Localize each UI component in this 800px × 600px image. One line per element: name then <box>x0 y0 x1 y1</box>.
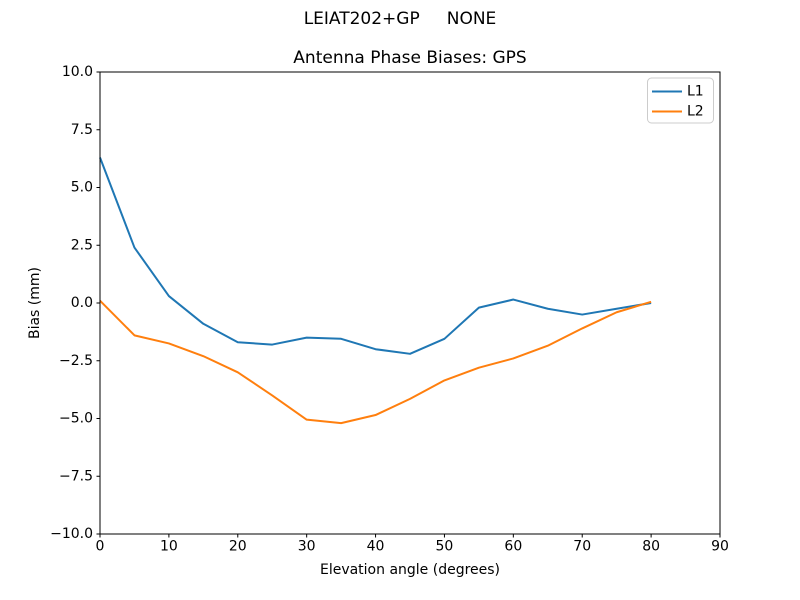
y-tick-label: 10.0 <box>62 64 93 80</box>
axes-frame <box>99 71 721 535</box>
legend-label: L1 <box>687 84 704 100</box>
y-axis: −10.0 −7.5 −5.0 −2.5 0.0 2.5 5.0 7.5 10.0 <box>50 64 100 542</box>
x-tick-label: 50 <box>436 539 454 555</box>
x-tick-label: 30 <box>298 539 316 555</box>
axes-title: Antenna Phase Biases: GPS <box>293 48 527 68</box>
y-tick-label: −7.5 <box>59 468 93 484</box>
x-tick-label: 70 <box>573 539 591 555</box>
figure-suptitle: LEIAT202+GP NONE <box>303 9 497 29</box>
x-axis-label: Elevation angle (degrees) <box>319 562 501 578</box>
y-tick-label: 2.5 <box>71 237 93 253</box>
x-tick-label: 0 <box>96 539 105 555</box>
x-tick-label: 80 <box>642 539 660 555</box>
y-tick-label: 7.5 <box>71 122 93 138</box>
y-axis-label: Bias (mm) <box>27 266 43 340</box>
y-tick-label: −2.5 <box>59 353 93 369</box>
x-tick-label: 10 <box>160 539 178 555</box>
series-line-L2 <box>99 299 652 425</box>
legend-label: L2 <box>687 104 704 120</box>
x-tick-label: 20 <box>229 539 247 555</box>
y-tick-label: 5.0 <box>71 180 93 196</box>
x-axis: 0 10 20 30 40 50 60 70 80 90 <box>96 534 729 555</box>
x-tick-label: 90 <box>711 539 729 555</box>
y-tick-label: −10.0 <box>50 526 93 542</box>
y-tick-label: −5.0 <box>59 411 93 427</box>
x-tick-label: 60 <box>504 539 522 555</box>
y-tick-label: 0.0 <box>71 295 93 311</box>
series-line-L1 <box>99 157 652 355</box>
x-tick-label: 40 <box>367 539 385 555</box>
